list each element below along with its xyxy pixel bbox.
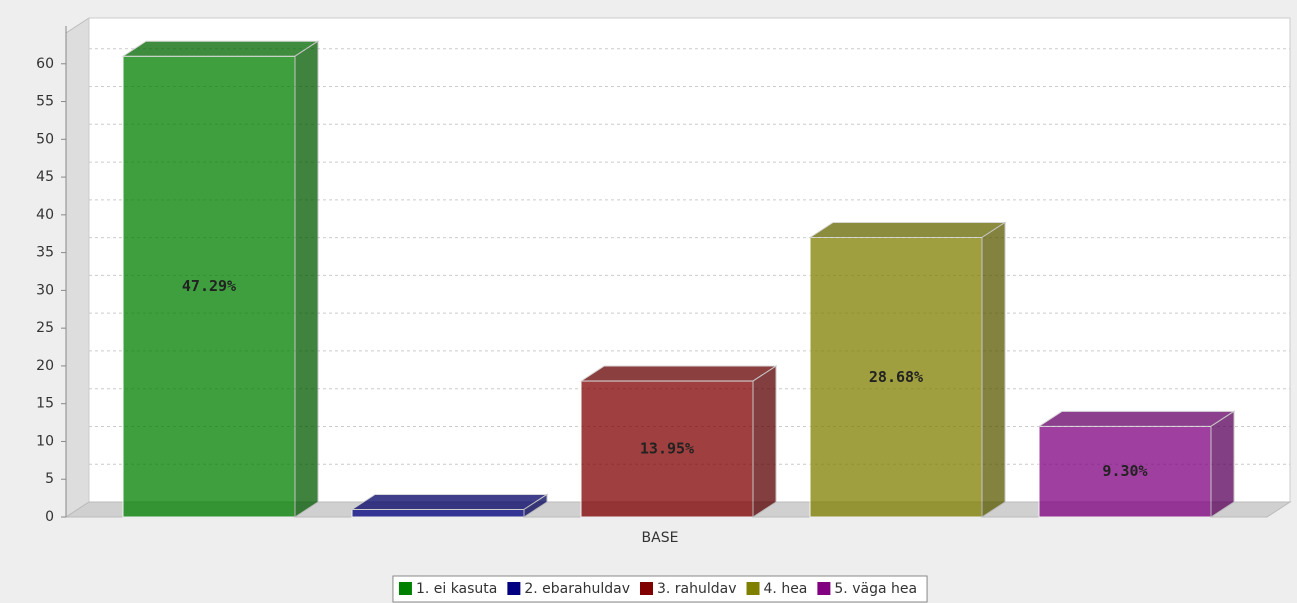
legend-box xyxy=(392,575,928,603)
bar xyxy=(579,365,778,518)
bar xyxy=(808,221,1007,518)
y-tick-label: 20 xyxy=(36,358,54,374)
bar-front xyxy=(580,380,754,518)
y-tick-label: 15 xyxy=(36,396,54,412)
bar-front xyxy=(1038,425,1212,518)
value-label: 28.68% xyxy=(869,368,923,386)
legend-swatch xyxy=(746,582,760,595)
legend-swatch xyxy=(507,582,521,595)
bar xyxy=(121,40,320,518)
bar-side xyxy=(1210,410,1235,518)
bar-side xyxy=(752,365,777,518)
y-tick-label: 40 xyxy=(36,207,54,223)
y-tick-label: 0 xyxy=(45,509,54,525)
bar-front xyxy=(351,508,525,518)
value-label: 9.30% xyxy=(1102,462,1147,480)
bar-front xyxy=(122,55,296,518)
y-tick-label: 60 xyxy=(36,56,54,72)
legend-label: 2. ebarahuldav xyxy=(524,581,630,597)
y-tick-label: 30 xyxy=(36,282,54,298)
bar-side xyxy=(981,221,1006,518)
legend-swatch xyxy=(398,582,412,595)
value-label: 47.29% xyxy=(182,277,236,295)
y-tick-label: 25 xyxy=(36,320,54,336)
y-tick-label: 50 xyxy=(36,131,54,147)
left-wall xyxy=(65,17,90,518)
bar-top xyxy=(1037,410,1236,427)
bar-top xyxy=(350,493,549,510)
bar-side xyxy=(523,493,548,518)
y-tick-label: 55 xyxy=(36,94,54,110)
bar-top xyxy=(121,40,320,57)
bar-top xyxy=(808,222,1007,239)
bar-top xyxy=(579,365,778,382)
bar-side xyxy=(294,40,319,518)
bar xyxy=(1037,410,1236,518)
bar-front xyxy=(809,237,983,518)
y-tick-label: 35 xyxy=(36,245,54,261)
bar xyxy=(350,493,549,518)
legend-label: 1. ei kasuta xyxy=(416,581,497,597)
y-tick-label: 10 xyxy=(36,433,54,449)
y-tick-label: 5 xyxy=(45,471,54,487)
legend-label: 5. väga hea xyxy=(834,581,917,597)
legend-swatch xyxy=(817,582,831,595)
value-label: 13.95% xyxy=(640,440,694,458)
y-tick-label: 45 xyxy=(36,169,54,185)
x-tick-label: BASE xyxy=(642,530,679,546)
legend-label: 4. hea xyxy=(764,581,808,597)
legend-label: 3. rahuldav xyxy=(657,581,737,597)
legend-swatch xyxy=(639,582,653,595)
